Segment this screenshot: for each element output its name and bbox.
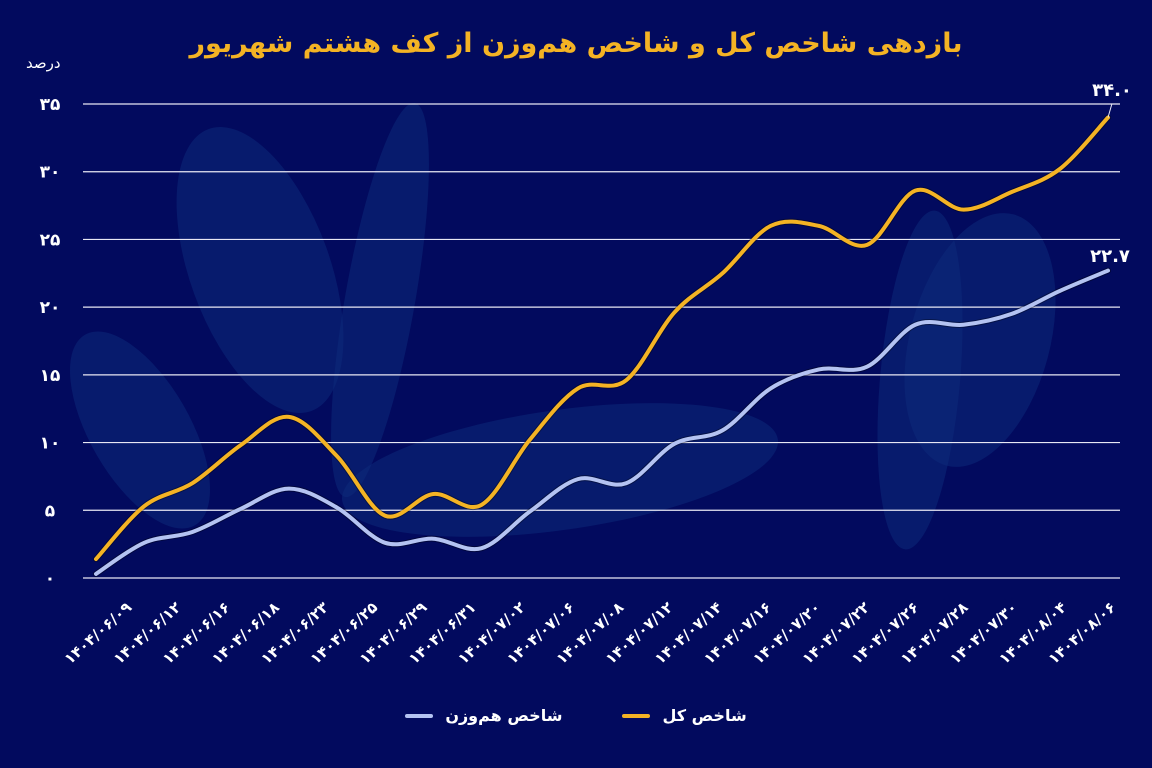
legend-label: شاخص کل bbox=[662, 706, 747, 725]
end-value-labels: ۳۴.۰ ۲۲.۷ bbox=[1090, 80, 1132, 267]
svg-text:۳۴.۰: ۳۴.۰ bbox=[1092, 80, 1132, 101]
legend-item-equal-weight-index: شاخص هم‌وزن bbox=[405, 706, 562, 725]
svg-text:۳۵: ۳۵ bbox=[40, 95, 61, 115]
legend-swatch bbox=[622, 713, 651, 718]
svg-text:۳۰: ۳۰ bbox=[40, 163, 61, 183]
svg-text:۱۰: ۱۰ bbox=[40, 434, 61, 454]
chart-title: بازدهی شاخص کل و شاخص هم‌وزن از کف هشتم … bbox=[189, 28, 963, 59]
series-lines bbox=[93, 114, 1111, 577]
gridlines bbox=[83, 103, 1120, 579]
svg-text:۲۰: ۲۰ bbox=[40, 298, 61, 318]
svg-text:۰: ۰ bbox=[45, 569, 55, 589]
svg-text:۲۵: ۲۵ bbox=[40, 230, 61, 250]
legend-swatch bbox=[405, 713, 434, 718]
legend-label: شاخص هم‌وزن bbox=[445, 706, 563, 725]
svg-text:۵: ۵ bbox=[45, 501, 55, 521]
svg-text:۱۵: ۱۵ bbox=[40, 366, 61, 386]
x-axis-ticks: ۱۴۰۴/۰۶/۰۹۱۴۰۴/۰۶/۱۲۱۴۰۴/۰۶/۱۶۱۴۰۴/۰۶/۱۸… bbox=[61, 598, 1120, 668]
legend-item-total-index: شاخص کل bbox=[622, 706, 747, 725]
watermark-logo bbox=[70, 102, 1056, 550]
y-axis-unit-label: درصد bbox=[26, 54, 61, 72]
y-axis-ticks: ۰ ۵ ۱۰ ۱۵ ۲۰ ۲۵ ۳۰ ۳۵ bbox=[40, 95, 61, 589]
legend: شاخص کل شاخص هم‌وزن bbox=[0, 706, 1152, 725]
svg-text:۲۲.۷: ۲۲.۷ bbox=[1090, 246, 1130, 267]
